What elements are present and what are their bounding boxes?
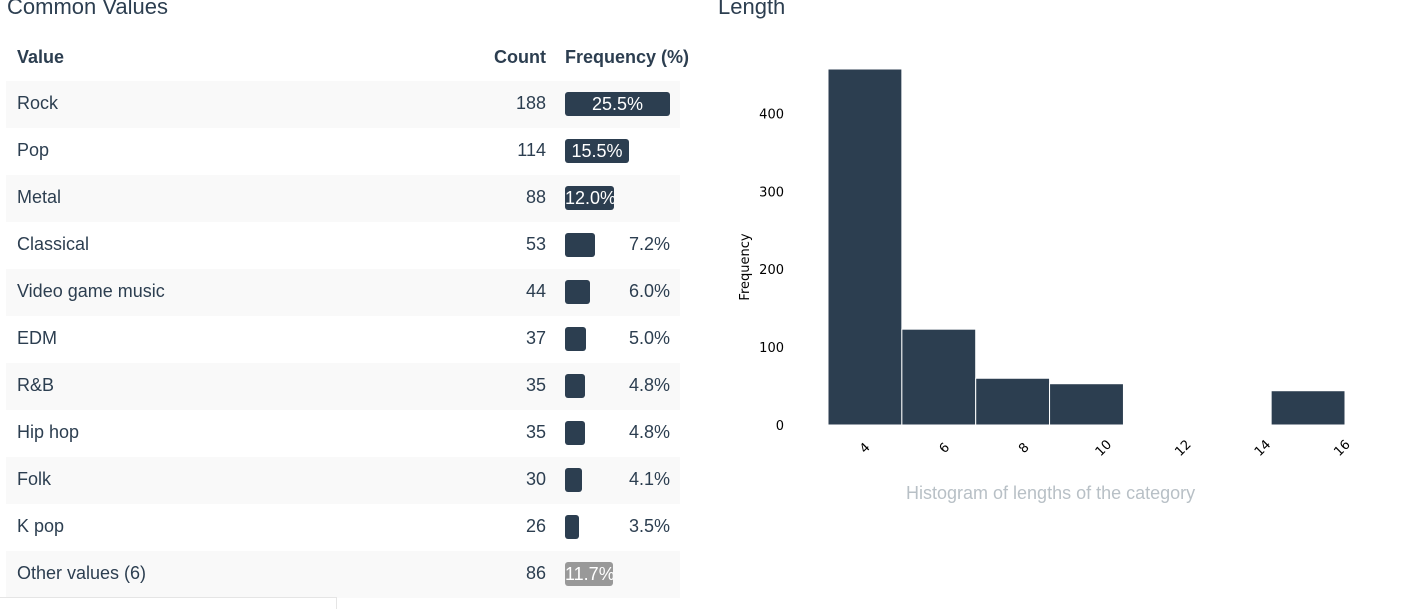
value-cell: Folk [17,469,52,489]
length-histogram: 0 100 200 300 400 4 6 8 10 12 14 16 Frequency [738,68,1354,460]
y-tick-label: 200 [759,263,784,278]
frequency-bar [565,233,595,257]
table-row: Pop 114 15.5% [6,128,680,175]
histogram-bar [827,68,903,426]
frequency-bar [565,421,585,445]
frequency-bar [565,280,590,304]
table-row: Folk 30 4.1% [6,457,680,504]
frequency-label: 12.0% [565,188,614,208]
x-tick-label: 12 [1172,437,1194,459]
count-cell: 44 [525,281,546,301]
length-title: Length [718,0,786,19]
value-header: Value [17,47,65,67]
table-body: Rock 188 25.5% Pop 114 15.5% Metal 88 12.0% Class… [6,81,680,598]
frequency-bar [565,374,585,398]
count-cell: 26 [525,516,546,536]
x-tick-label: 16 [1331,437,1353,459]
frequency-label: 15.5% [571,141,623,161]
x-tick-label: 10 [1093,437,1115,459]
table-row: Metal 88 12.0% [6,175,680,222]
y-tick-label: 100 [759,341,784,356]
common-values-table: Value Count Frequency (%) Rock 188 25.5% Po… [6,35,689,598]
frequency-bar [565,327,586,351]
y-tick-label: 300 [759,185,784,200]
frequency-label: 4.8% [628,422,670,442]
value-cell: Hip hop [17,422,80,442]
count-cell: 35 [525,422,546,442]
frequency-bar: 25.5% [565,92,670,116]
value-cell: EDM [17,328,57,348]
table-row: Hip hop 35 4.8% [6,410,680,457]
divider [336,597,337,609]
frequency-bar [565,515,579,539]
y-axis-label: Frequency [738,233,753,300]
value-cell: Video game music [17,281,165,301]
table-row: Other values (6) 86 11.7% [6,551,680,598]
count-cell: 37 [525,328,546,348]
count-header: Count [494,47,546,67]
frequency-header: Frequency (%) [565,47,690,67]
y-tick-label: 400 [759,107,784,122]
table-row: K pop 26 3.5% [6,504,680,551]
count-cell: 53 [525,234,546,254]
histogram-bar [1270,390,1346,426]
common-values-title: Common Values [7,0,168,19]
frequency-bar: 15.5% [565,139,629,163]
value-cell: Other values (6) [17,563,147,583]
histogram-caption: Histogram of lengths of the category [906,483,1196,503]
count-cell: 35 [525,375,546,395]
table-row: Video game music 44 6.0% [6,269,680,316]
count-cell: 88 [525,187,546,207]
frequency-label: 11.7% [565,564,613,584]
frequency-label: 5.0% [628,328,670,348]
value-cell: K pop [17,516,65,536]
frequency-bar [565,468,582,492]
count-cell: 86 [525,563,546,583]
value-cell: Rock [17,93,59,113]
frequency-bar: 11.7% [565,562,613,586]
table-header: Value Count Frequency (%) [6,35,689,81]
table-row: EDM 37 5.0% [6,316,680,363]
frequency-label: 6.0% [628,281,670,301]
value-cell: Pop [17,140,50,160]
y-tick-label: 0 [776,419,784,434]
histogram-bar [901,328,977,426]
frequency-label: 3.5% [628,516,670,536]
value-cell: R&B [17,375,55,395]
frequency-bar: 12.0% [565,186,614,210]
value-cell: Metal [17,187,62,207]
divider [0,597,336,598]
x-tick-label: 4 [857,440,873,456]
x-tick-label: 14 [1252,437,1274,459]
frequency-label: 4.8% [628,375,670,395]
x-tick-label: 6 [937,440,953,456]
count-cell: 30 [525,469,546,489]
table-row: Classical 53 7.2% [6,222,680,269]
value-cell: Classical [17,234,90,254]
table-row: R&B 35 4.8% [6,363,680,410]
frequency-label: 7.2% [628,234,670,254]
x-tick-label: 8 [1016,440,1032,456]
frequency-label: 25.5% [591,94,644,114]
histogram-bar [975,377,1051,426]
table-row: Rock 188 25.5% [6,81,680,128]
histogram-bar [1049,383,1124,426]
count-cell: 114 [517,140,546,160]
frequency-label: 4.1% [628,469,670,489]
count-cell: 188 [515,93,546,113]
